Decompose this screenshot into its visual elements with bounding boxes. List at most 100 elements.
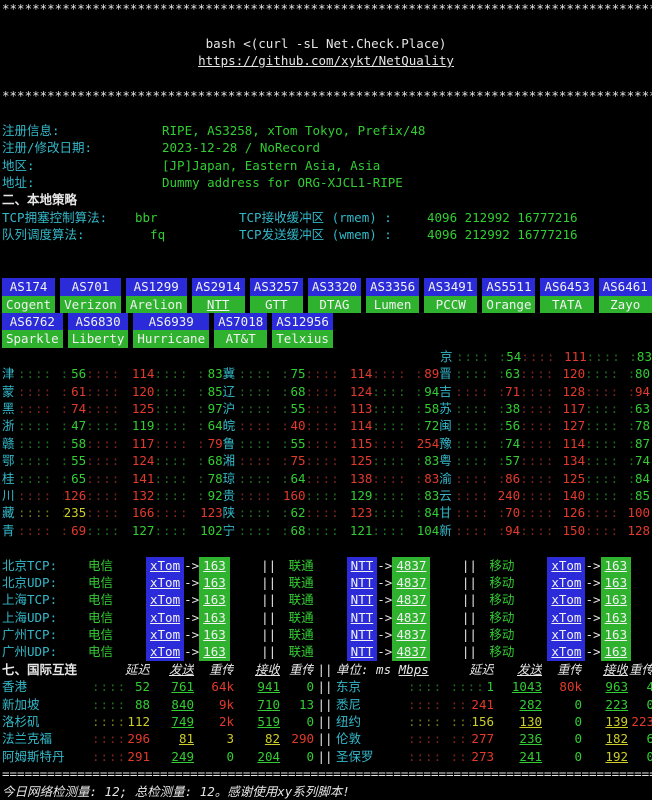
latency-city-label: 豫 [439,435,452,451]
route-carrier-label: 电信 [88,557,114,573]
latency-dot-leader: :::: :::: :::: : [86,418,132,434]
mobile-latency-value: 84 [424,505,440,521]
route-to-asn: 163 [600,608,632,627]
latency-cell: 湘:::: :::: :::: :75:::: :::: :::: :125::… [223,452,440,469]
mobile-latency-value: 78 [207,470,223,486]
route-from-asn: xTom [146,591,185,609]
policy-value: bbr [135,209,158,225]
latency-dot-leader: :::: :::: :::: : [455,453,505,469]
latency-city-label: 辽 [222,383,236,399]
latency-dot-leader: :::: :::: :::: : [305,418,350,434]
delay-value: 88 [134,696,150,712]
latency-dot-leader: :::: :::: :::: : [305,400,350,416]
telecom-latency-value: 55 [290,400,306,416]
latency-grid: 津:::: :::: :::: :56:::: :::: :::: :114::… [0,365,652,539]
latency-dot-leader: :::: :::: :::: : [154,453,207,469]
unicom-latency-value: 115 [349,435,373,451]
latency-dot-leader: :::: :::: :::: : [86,435,132,451]
column-separator: || [317,661,333,677]
delay-dot-leader: :::: :::: :::: : [408,714,471,730]
latency-slot: :::: :::: :::: : 140 [520,487,585,504]
route-arrow: -> [585,557,601,573]
latency-cell: 晋:::: :::: :::: :63:::: :::: :::: :120::… [439,365,650,382]
latency-dot-leader: :::: :::: :::: : [520,400,555,416]
link-line: https://github.com/xykt/NetQuality [0,52,652,69]
latency-dot-leader: :::: :::: :::: : [305,453,350,469]
github-link[interactable]: https://github.com/xykt/NetQuality [198,53,454,69]
latency-dot-leader: :::: :::: :::: : [238,435,291,451]
latency-dot-leader: :::: :::: :::: : [18,400,71,416]
unicom-latency-value: 120 [562,366,586,382]
route-separator: || [261,592,277,608]
latency-cell: 吉:::: :::: :::: :71:::: :::: :::: :128::… [439,383,650,400]
send-value-right: 130 [519,714,542,730]
latency-dot-leader: :::: :::: :::: : [586,348,637,364]
unicom-latency-value: 114 [349,418,373,434]
route-separator: || [461,574,477,590]
unicom-latency-value: 129 [349,487,373,503]
mobile-latency-value: 63 [634,400,650,416]
latency-city-label: 浙 [2,418,15,434]
as-number: AS3320 [307,278,361,296]
latency-row: 鄂:::: :::: :::: :55:::: :::: :::: :124::… [0,452,652,469]
col-recv-header-right: 接收 [602,661,628,677]
policy-label: TCP拥塞控制算法: [2,209,115,225]
latency-dot-leader: :::: :::: :::: : [154,383,207,399]
as-number: AS1299 [125,278,187,296]
latency-slot: :::: :::: :::: :71 [455,383,520,400]
latency-dot-leader: :::: :::: :::: : [18,522,71,538]
latency-dot-leader: :::: :::: :::: : [154,366,207,382]
telecom-latency-value: 69 [71,522,87,538]
delay-value: 52 [134,679,150,695]
latency-dot-leader: :::: :::: :::: : [455,435,505,451]
retrans2-value-right: 4 [646,679,652,695]
latency-dot-leader: :::: :::: :::: : [305,487,350,503]
latency-slot: :::: :::: :::: :62 [239,504,306,521]
latency-dot-leader: :::: :::: :::: : [154,505,200,521]
latency-cell: 豫:::: :::: :::: :74:::: :::: :::: :114::… [439,435,650,452]
latency-city-label: 鲁 [222,435,236,451]
route-to-asn: 4837 [392,591,431,609]
mobile-latency-value: 97 [207,400,223,416]
latency-slot: :::: :::: :::: :68 [239,383,306,400]
telecom-latency-value: 74 [505,435,521,451]
recv-value-right: 223 [605,696,628,712]
unicom-latency-value: 127 [562,418,586,434]
retrans-value: 2k [218,714,234,730]
latency-dot-leader: :::: :::: :::: : [520,470,555,486]
latency-slot: :::: :::: :::: :85 [154,383,222,400]
latency-cell: 粤:::: :::: :::: :57:::: :::: :::: :134::… [439,452,650,469]
latency-slot: :::: :::: :::: :94 [455,522,520,539]
mobile-latency-value: 83 [207,366,223,382]
latency-city-label: 琼 [222,470,236,486]
telecom-latency-value: 55 [71,453,87,469]
latency-dot-leader: :::: :::: :::: : [372,366,424,382]
send-value: 840 [171,696,194,712]
telecom-latency-value: 75 [290,366,306,382]
route-from-asn: xTom [146,608,185,627]
unit-ms-label: 单位: ms [336,661,399,677]
latency-slot: :::: :::: :::: :84 [585,470,650,487]
mobile-latency-value: 72 [424,418,440,434]
delay-dot-leader: :::: :::: :::: : [92,696,135,712]
latency-dot-leader: :::: :::: :::: : [372,505,424,521]
route-segment: 联通 NTT -> 4837 [289,643,450,661]
latency-row: 藏:::: :::: :::: :235:::: :::: :::: :166:… [0,504,652,521]
as-peer-column: AS6762 Sparkle [2,313,63,348]
bgp-row: 注册信息: RIPE, AS3258, xTom Tokyo, Prefix/48 [0,122,652,139]
delay-cell: :::: :::: :::: :273 [408,748,494,765]
telecom-latency-value: 126 [63,487,87,503]
unicom-latency-value: 111 [564,348,587,364]
mobile-latency-value: 85 [207,383,223,399]
latency-slot: :::: :::: :::: :74 [18,400,86,417]
telecom-latency-value: 47 [71,418,87,434]
retrans-value-right: 0 [574,714,582,730]
unicom-latency-value: 125 [349,453,373,469]
delay-cell: :::: :::: :::: :156 [408,713,494,730]
latency-slot: :::: :::: :::: :114 [306,365,373,382]
mobile-latency-value: 102 [200,522,223,538]
as-peer-column: AS2914 NTT [191,278,245,314]
route-to-asn: 163 [199,608,230,627]
retrans-value: 3 [226,731,234,747]
